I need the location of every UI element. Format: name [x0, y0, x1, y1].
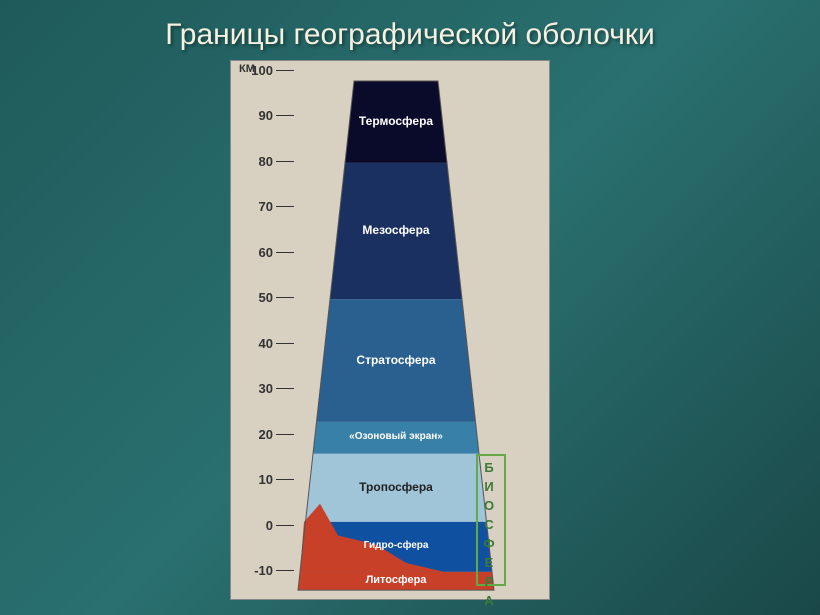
km-scale: КМ 1009080706050403020100-10: [231, 61, 296, 599]
wedge-area: ТермосфераМезосфераСтратосфера«Озоновый …: [296, 71, 506, 591]
scale-tick: 80: [231, 154, 296, 169]
tick-mark: [276, 343, 294, 344]
scale-tick: 100: [231, 63, 296, 78]
layer-2: [317, 299, 476, 422]
scale-tick: 60: [231, 245, 296, 260]
scale-tick: 0: [231, 518, 296, 533]
scale-tick: 40: [231, 336, 296, 351]
tick-label: 10: [231, 472, 273, 487]
layer-3: [313, 422, 479, 454]
tick-label: 30: [231, 381, 273, 396]
tick-label: -10: [231, 563, 273, 578]
tick-mark: [276, 434, 294, 435]
scale-tick: 20: [231, 427, 296, 442]
atmosphere-diagram: КМ 1009080706050403020100-10 ТермосфераМ…: [230, 60, 550, 600]
tick-mark: [276, 525, 294, 526]
tick-label: 0: [231, 518, 273, 533]
scale-tick: -10: [231, 563, 296, 578]
tick-label: 80: [231, 154, 273, 169]
layer-4: [306, 454, 487, 522]
scale-tick: 10: [231, 472, 296, 487]
tick-mark: [276, 570, 294, 571]
tick-label: 90: [231, 108, 273, 123]
tick-label: 40: [231, 336, 273, 351]
tick-label: 50: [231, 290, 273, 305]
tick-mark: [276, 479, 294, 480]
tick-mark: [276, 206, 294, 207]
tick-label: 100: [231, 63, 273, 78]
scale-tick: 70: [231, 199, 296, 214]
tick-mark: [276, 161, 294, 162]
tick-mark: [276, 297, 294, 298]
layer-6: [298, 572, 494, 590]
scale-tick: 90: [231, 108, 296, 123]
tick-mark: [276, 115, 294, 116]
scale-tick: 30: [231, 381, 296, 396]
tick-label: 60: [231, 245, 273, 260]
tick-mark: [276, 388, 294, 389]
tick-label: 20: [231, 427, 273, 442]
page-title: Границы географической оболочки: [0, 18, 820, 52]
layer-1: [330, 163, 462, 299]
tick-mark: [276, 252, 294, 253]
biosphere-label: БИОСФЕРА: [482, 460, 497, 580]
layer-0: [345, 81, 447, 163]
layers-svg: [296, 71, 506, 591]
tick-mark: [276, 70, 294, 71]
tick-label: 70: [231, 199, 273, 214]
scale-tick: 50: [231, 290, 296, 305]
